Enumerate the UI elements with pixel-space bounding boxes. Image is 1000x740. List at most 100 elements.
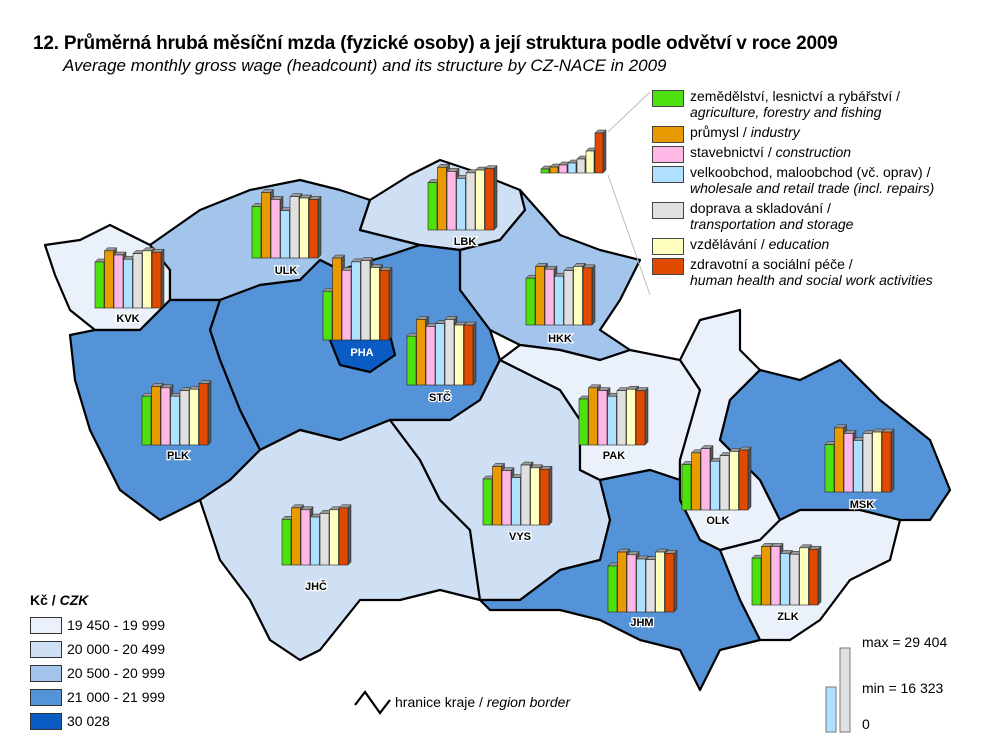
bar <box>853 440 863 493</box>
bar <box>881 431 892 493</box>
region-label: JHM <box>630 617 653 629</box>
bar <box>281 518 292 566</box>
class-legend-item: 20 000 - 20 499 <box>30 640 165 658</box>
class-swatch <box>30 640 62 658</box>
bar <box>465 172 476 231</box>
class-legend-item: 20 500 - 20 999 <box>30 664 165 682</box>
bar <box>104 250 114 309</box>
bar <box>554 275 564 326</box>
sector-swatch <box>652 202 684 219</box>
unit-cz: Kč <box>30 592 48 608</box>
bar <box>338 507 349 566</box>
bar <box>789 553 800 606</box>
bar <box>535 266 545 326</box>
bar <box>160 387 171 446</box>
sector-label-cz: velkoobchod, maloobchod (vč. oprav) / <box>690 164 931 180</box>
bar <box>770 546 781 606</box>
bar <box>170 395 180 446</box>
class-swatch <box>30 688 62 706</box>
bar <box>329 509 339 566</box>
region-chart-JHM <box>607 548 678 613</box>
bar <box>280 210 290 259</box>
bar <box>588 387 598 446</box>
sector-legend-item: stavebnictví / construction <box>652 144 934 163</box>
sector-label-cz: průmysl / <box>690 124 747 140</box>
bar <box>456 178 466 231</box>
region-label: PLK <box>167 450 189 462</box>
sector-legend-item: zdravotní a sociální péče / human health … <box>652 256 934 288</box>
bar <box>563 270 574 326</box>
map-title: 12. Průměrná hrubá měsíční mzda (fyzické… <box>33 33 838 54</box>
bar <box>501 470 512 526</box>
bar <box>729 451 739 511</box>
bar <box>360 260 371 341</box>
bar <box>710 460 720 511</box>
region-label: PAK <box>603 450 625 462</box>
bar <box>341 269 352 341</box>
bar <box>751 557 762 606</box>
region-chart-JHČ <box>281 504 352 566</box>
sector-legend-item: doprava a skladování / transportation and… <box>652 200 934 232</box>
bar <box>444 319 455 386</box>
bar <box>151 386 161 446</box>
region-label: ULK <box>275 265 298 277</box>
bar <box>594 132 604 174</box>
region-chart-MSK <box>824 424 895 493</box>
bar <box>558 164 568 174</box>
bar <box>446 171 457 231</box>
class-label: 19 450 - 19 999 <box>67 617 166 633</box>
region-chart-VYS <box>482 461 553 526</box>
legend-sample-chart <box>540 129 607 174</box>
border-legend-cz: hranice kraje / <box>395 694 483 710</box>
bar <box>141 395 152 446</box>
bar <box>132 253 143 309</box>
scale-max-bar <box>839 647 851 733</box>
bar <box>582 267 593 326</box>
region-label: PHA <box>350 347 373 359</box>
sector-label-cz: stavebnictví / <box>690 144 772 160</box>
bar <box>484 168 495 231</box>
class-swatch <box>30 712 62 730</box>
bar <box>738 449 749 511</box>
sector-label-cz: vzdělávání / <box>690 236 765 252</box>
class-swatch <box>30 616 62 634</box>
bar <box>511 477 521 526</box>
class-swatch <box>30 664 62 682</box>
map-subtitle: Average monthly gross wage (headcount) a… <box>63 56 667 75</box>
bar <box>300 509 311 566</box>
bar <box>862 433 873 493</box>
bar <box>808 548 819 606</box>
sector-label-cz: zdravotní a sociální péče / <box>690 256 853 272</box>
bar <box>261 192 271 259</box>
bar <box>567 162 577 174</box>
sector-swatch <box>652 90 684 107</box>
region-label: JHČ <box>305 580 327 593</box>
bar <box>406 335 417 386</box>
region-label: KVK <box>116 313 139 325</box>
region-chart-PAK <box>578 384 649 446</box>
bar <box>525 277 536 326</box>
bar <box>843 433 854 493</box>
bar <box>544 268 555 326</box>
scale-min-label: min = 16 323 <box>862 680 944 696</box>
bar <box>454 324 464 386</box>
bar <box>761 546 771 606</box>
bar <box>617 551 627 613</box>
region-chart-OLK <box>681 445 752 511</box>
sector-label-en: agriculture, forestry and fishing <box>690 104 882 120</box>
bar <box>270 199 281 259</box>
region-border-icon <box>354 690 391 715</box>
bar <box>576 158 586 174</box>
bar <box>94 261 105 309</box>
region-label: HKK <box>548 333 572 345</box>
bar <box>437 166 447 231</box>
choropleth-legend: Kč / CZK 19 450 - 19 999 20 000 - 20 499 2… <box>30 592 165 736</box>
region-chart-ZLK <box>751 542 822 606</box>
bar <box>635 390 646 446</box>
bar <box>289 196 300 259</box>
sector-swatch <box>652 126 684 143</box>
region-chart-PLK <box>141 380 212 446</box>
bar <box>585 150 595 174</box>
bar <box>607 565 618 613</box>
scale-zero-label: 0 <box>862 716 870 732</box>
